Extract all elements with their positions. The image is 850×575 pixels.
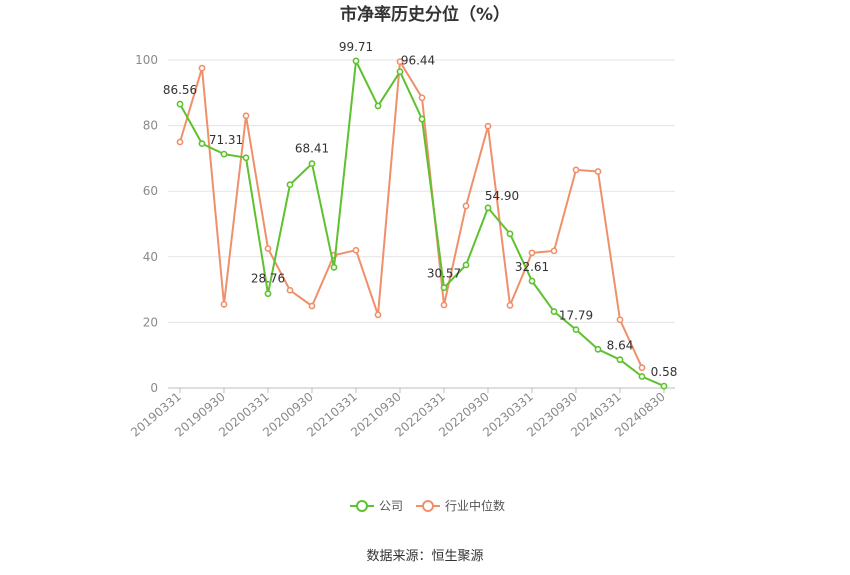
data-point	[220, 150, 228, 158]
data-point	[176, 100, 184, 108]
data-point	[528, 249, 536, 257]
data-label: 96.44	[401, 54, 435, 68]
data-label: 17.79	[559, 309, 593, 323]
series-line	[179, 60, 665, 388]
data-point	[462, 202, 470, 210]
data-point	[616, 356, 624, 364]
data-point	[308, 302, 316, 310]
data-point	[594, 345, 602, 353]
data-label: 68.41	[295, 142, 329, 156]
chart-title: 市净率历史分位（%）	[340, 4, 510, 25]
y-tick-label: 60	[143, 184, 158, 198]
series-industry-median	[176, 58, 646, 372]
data-point	[616, 316, 624, 324]
data-point	[550, 308, 558, 315]
data-label: 71.31	[209, 133, 243, 147]
data-point	[198, 64, 206, 72]
data-point	[440, 284, 448, 292]
data-point	[352, 246, 360, 254]
data-point	[484, 122, 492, 130]
series-line	[179, 60, 643, 369]
data-point	[572, 326, 580, 334]
data-point	[242, 112, 250, 120]
data-label: 30.57	[427, 267, 461, 281]
data-point	[352, 57, 360, 65]
data-point	[264, 245, 272, 252]
data-point	[308, 160, 316, 168]
source-note: 数据来源：恒生聚源	[366, 549, 483, 564]
data-point	[550, 247, 558, 255]
data-point	[572, 166, 580, 174]
data-label: 99.71	[339, 40, 373, 54]
data-label: 54.90	[485, 189, 519, 203]
data-label: 28.76	[251, 272, 285, 286]
data-point	[176, 138, 184, 146]
data-point	[286, 181, 294, 189]
data-label: 32.61	[515, 260, 549, 274]
data-label: 86.56	[163, 83, 197, 97]
legend-label: 行业中位数	[445, 498, 505, 513]
data-point	[330, 263, 338, 271]
data-label: 8.64	[607, 339, 634, 353]
data-point	[638, 364, 646, 372]
legend: 公司 行业中位数	[350, 498, 505, 513]
data-labels: 86.56 71.31 28.76 68.41 99.71 96.44 30.57 54.90…	[163, 40, 678, 379]
data-point	[198, 140, 206, 148]
legend-marker	[422, 500, 434, 512]
data-point	[462, 261, 470, 269]
y-tick-label: 100	[135, 53, 158, 67]
data-point	[286, 286, 294, 294]
data-point	[528, 277, 536, 285]
data-point	[264, 290, 272, 298]
data-point	[660, 382, 668, 390]
data-point	[418, 115, 426, 123]
data-point	[506, 301, 514, 309]
legend-marker	[356, 500, 368, 512]
axes: 0204060801002019033120190930202003312020…	[128, 53, 675, 440]
data-point	[220, 300, 228, 308]
data-point	[594, 168, 602, 175]
data-point	[374, 311, 382, 319]
data-point	[440, 301, 448, 309]
series-company	[176, 57, 668, 390]
data-label: 0.58	[651, 365, 678, 379]
legend-label: 公司	[379, 499, 403, 513]
data-point	[396, 68, 404, 76]
y-tick-label: 80	[143, 119, 158, 133]
y-tick-label: 20	[143, 315, 158, 329]
y-tick-label: 0	[150, 381, 158, 395]
y-tick-label: 40	[143, 250, 158, 264]
data-point	[374, 102, 382, 110]
data-point	[418, 94, 426, 102]
data-point	[638, 373, 646, 380]
data-point	[396, 58, 404, 66]
grid-lines	[168, 59, 675, 323]
data-point	[506, 230, 514, 238]
legend-item: 行业中位数	[416, 498, 505, 513]
legend-item: 公司	[350, 499, 403, 513]
data-point	[242, 154, 250, 162]
series-layer	[176, 57, 668, 390]
data-point	[484, 204, 492, 212]
